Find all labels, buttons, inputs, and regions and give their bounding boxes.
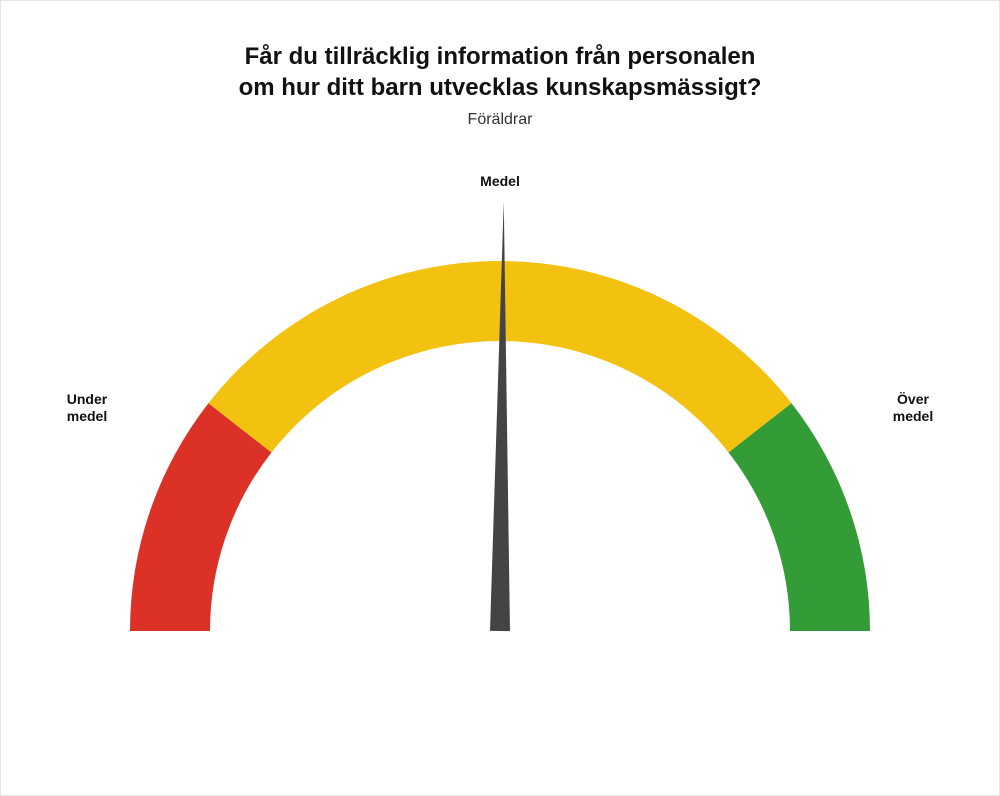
gauge-label-medel: Medel [460,173,540,190]
chart-title: Får du tillräcklig information från pers… [1,41,999,103]
chart-card: Får du tillräcklig information från pers… [0,0,1000,796]
gauge-svg [70,181,930,701]
gauge-segment-0 [130,403,271,631]
gauge-segment-2 [729,403,870,631]
gauge-label-over-medel: Över medel [878,391,948,425]
gauge-label-under-medel: Under medel [52,391,122,425]
chart-subtitle: Föräldrar [1,111,999,129]
gauge-chart: Medel Under medel Över medel [70,181,930,701]
title-line-1: Får du tillräcklig information från pers… [245,43,756,70]
title-line-2: om hur ditt barn utvecklas kunskapsmässi… [239,74,762,101]
title-block: Får du tillräcklig information från pers… [1,41,999,129]
